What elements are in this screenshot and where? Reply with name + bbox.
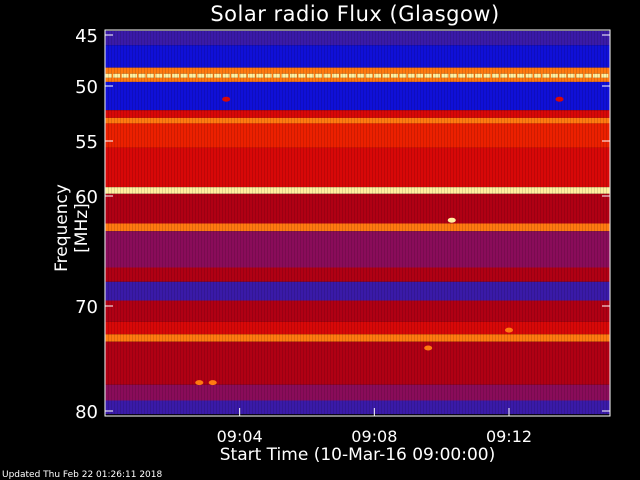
plot-frame [104, 29, 611, 417]
chart-title: Solar radio Flux (Glasgow) [210, 2, 500, 26]
y-tick-label-2: 55 [75, 132, 98, 153]
hotspot-2 [555, 96, 564, 102]
updated-timestamp: Updated Thu Feb 22 01:26:11 2018 [2, 470, 163, 480]
y-tick-label-1: 50 [75, 77, 98, 98]
hotspot-3 [424, 345, 433, 351]
burst-hotspots [195, 96, 564, 386]
y-axis-label: Frequency [MHz] [52, 184, 92, 272]
hotspot-1 [222, 96, 231, 102]
hotspot-6 [208, 380, 217, 386]
y-tick-label-5: 80 [75, 402, 98, 423]
y-tick-label-0: 45 [75, 26, 98, 47]
streak-overlay [105, 30, 610, 416]
hotspot-0 [447, 217, 456, 223]
x-tick-label-1: 09:08 [351, 427, 397, 446]
y-tick-label-4: 70 [75, 297, 98, 318]
x-tick-label-0: 09:04 [217, 427, 263, 446]
y-tick-label-3: 60 [75, 187, 98, 208]
x-axis-ticks: 09:04 09:08 09:12 [217, 408, 532, 446]
y-axis-ticks: 45 50 55 60 70 80 [75, 26, 610, 423]
hotspot-5 [195, 380, 204, 386]
x-axis-label: Start Time (10-Mar-16 09:00:00) [219, 445, 496, 465]
x-tick-label-2: 09:12 [486, 427, 532, 446]
hotspot-4 [505, 327, 513, 333]
